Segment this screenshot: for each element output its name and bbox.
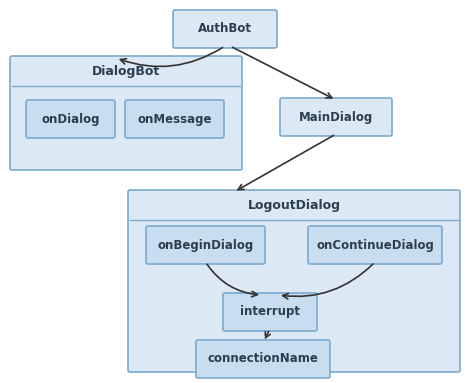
FancyBboxPatch shape [125, 100, 224, 138]
FancyBboxPatch shape [146, 226, 265, 264]
Text: onDialog: onDialog [41, 113, 100, 126]
FancyBboxPatch shape [128, 190, 460, 372]
Text: AuthBot: AuthBot [198, 23, 252, 36]
Text: MainDialog: MainDialog [299, 111, 373, 123]
Text: LogoutDialog: LogoutDialog [248, 200, 341, 213]
Text: onMessage: onMessage [137, 113, 212, 126]
FancyBboxPatch shape [26, 100, 115, 138]
Text: connectionName: connectionName [208, 352, 318, 365]
Text: DialogBot: DialogBot [92, 65, 160, 79]
FancyBboxPatch shape [308, 226, 442, 264]
FancyBboxPatch shape [10, 56, 242, 170]
FancyBboxPatch shape [196, 340, 330, 378]
Text: interrupt: interrupt [240, 306, 300, 319]
FancyBboxPatch shape [280, 98, 392, 136]
FancyBboxPatch shape [223, 293, 317, 331]
FancyBboxPatch shape [173, 10, 277, 48]
Text: onBeginDialog: onBeginDialog [157, 239, 254, 252]
Text: onContinueDialog: onContinueDialog [316, 239, 434, 252]
